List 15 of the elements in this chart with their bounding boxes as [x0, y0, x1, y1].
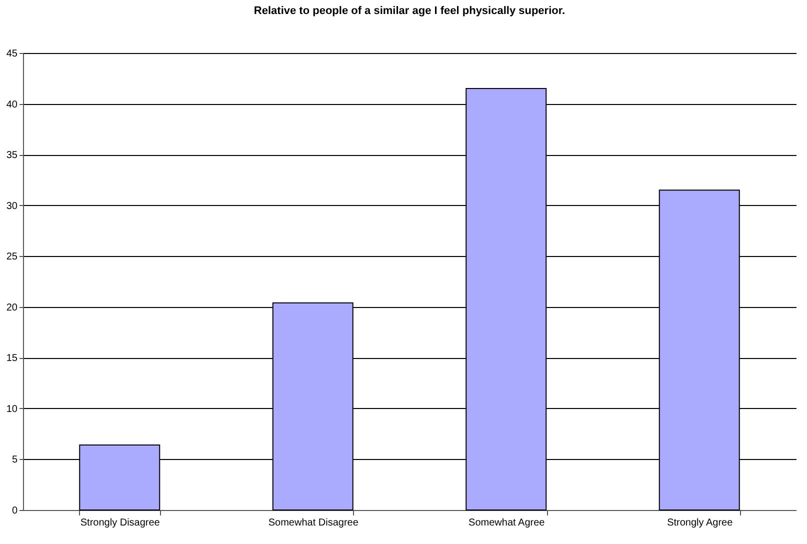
x-tick-label: Strongly Disagree	[80, 518, 160, 528]
chart-title: Relative to people of a similar age I feel physically superior.	[254, 5, 566, 17]
x-tick-label: Somewhat Agree	[468, 518, 546, 528]
y-tick-label: 15	[6, 353, 18, 364]
y-tick-label: 0	[12, 506, 18, 516]
y-tick-label: 25	[6, 252, 18, 263]
y-tick-label: 5	[12, 454, 18, 466]
y-tick-label: 20	[6, 302, 18, 314]
x-tick-label: Strongly Agree	[667, 518, 734, 528]
y-tick-label: 45	[6, 48, 18, 60]
y-tick-label: 40	[6, 99, 18, 110]
y-tick-label: 35	[6, 150, 18, 162]
x-tick-label: Somewhat Disagree	[268, 518, 359, 528]
y-tick-label: 10	[6, 404, 18, 415]
y-tick-label: 30	[6, 200, 18, 212]
